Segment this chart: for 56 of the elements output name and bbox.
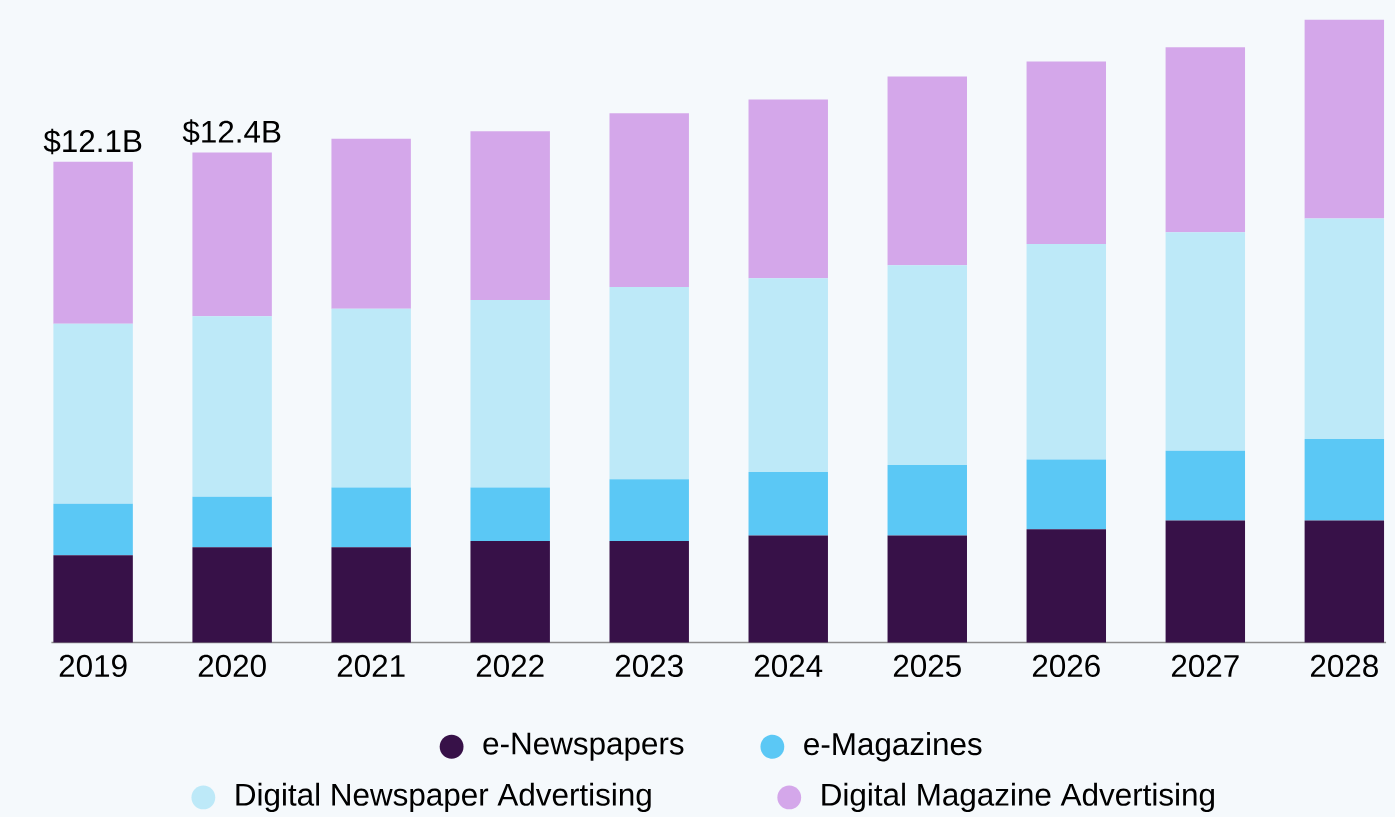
x-tick-label: 2020: [198, 654, 266, 677]
bar: [331, 487, 411, 548]
bar: [609, 540, 689, 643]
bar: [1304, 520, 1385, 643]
x-tick-label: 2025: [893, 654, 961, 677]
bar: [887, 464, 967, 536]
x-tick-label: 2028: [1310, 654, 1378, 677]
bar: [748, 278, 828, 472]
bar: [1026, 529, 1107, 643]
legend-label: Digital Newspaper Advertising: [236, 782, 651, 812]
bar: [748, 471, 828, 536]
bar: [470, 487, 550, 541]
bar: [609, 479, 689, 541]
bar: [53, 555, 133, 643]
bar: [331, 308, 411, 488]
x-tick-label: 2023: [615, 654, 683, 677]
legend-label: e-Newspapers: [483, 732, 684, 761]
bar: [192, 547, 272, 643]
bar: [609, 113, 689, 287]
bar: [1026, 61, 1107, 244]
x-tick-label: 2026: [1032, 654, 1100, 677]
bar: [1304, 19, 1385, 219]
bar: [887, 265, 967, 465]
bar: [1026, 459, 1107, 530]
bar: [1165, 232, 1246, 451]
bar: [470, 131, 550, 300]
bar: [331, 138, 411, 309]
bar: [1165, 450, 1246, 521]
bar: [1304, 438, 1385, 521]
bar: [53, 161, 133, 324]
x-tick-label: 2019: [59, 654, 127, 677]
bar: [53, 503, 133, 556]
bar: [887, 76, 967, 266]
bar: [331, 547, 411, 643]
bar: [887, 535, 967, 643]
x-tick-label: 2024: [754, 654, 823, 677]
bar: [192, 316, 272, 497]
annotation: $12.1B: [43, 128, 142, 155]
bar: [192, 496, 272, 548]
legend-label: e-Magazines: [804, 731, 982, 762]
bar: [192, 152, 272, 317]
bar: [1304, 218, 1385, 439]
bar: [470, 299, 550, 488]
bar: [748, 535, 828, 643]
bar: [1165, 47, 1246, 233]
bar: [1165, 520, 1246, 643]
bar: [1026, 243, 1107, 460]
bar: [748, 99, 828, 279]
bar: [609, 286, 689, 480]
bar: [470, 540, 550, 643]
annotation: $12.4B: [182, 119, 281, 145]
x-tick-label: 2027: [1171, 654, 1239, 677]
x-tick-label: 2022: [476, 654, 544, 677]
x-tick-label: 2021: [337, 654, 405, 677]
bar: [53, 323, 133, 504]
legend-label: Digital Magazine Advertising: [822, 782, 1214, 812]
